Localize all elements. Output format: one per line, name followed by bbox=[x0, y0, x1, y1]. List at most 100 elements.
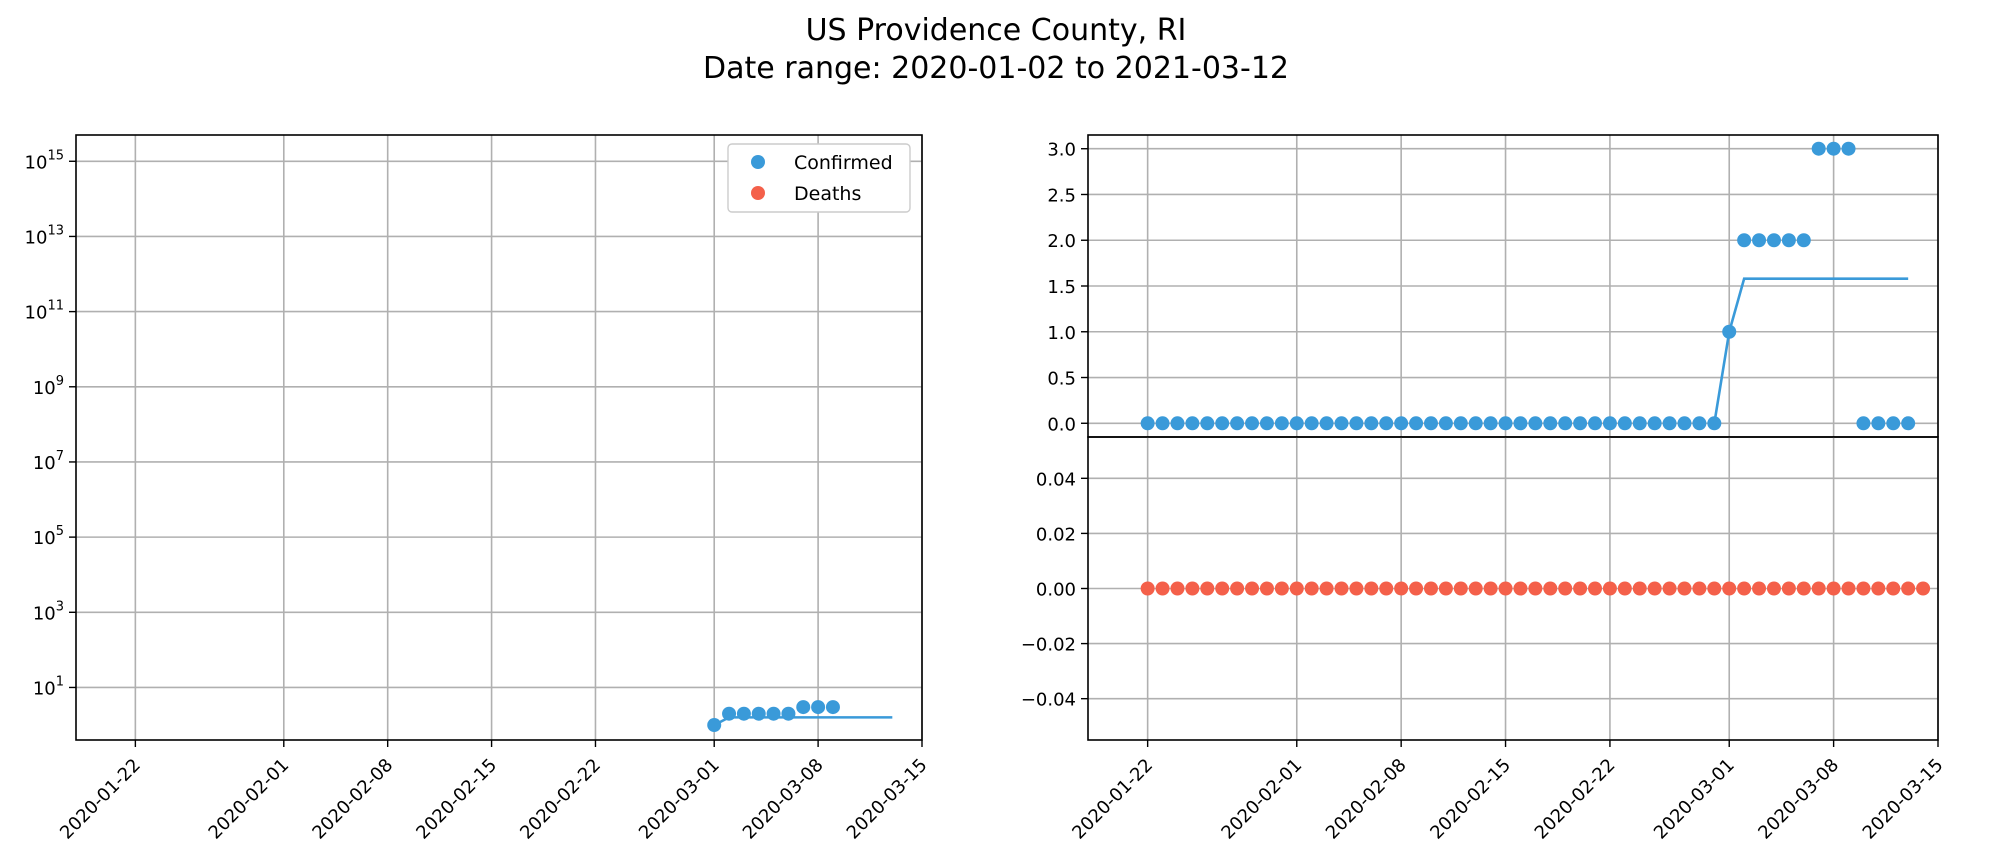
right-bottom-deaths-point bbox=[1200, 581, 1215, 596]
right-bottom-deaths-point bbox=[1766, 581, 1781, 596]
right-bottom-deaths-point bbox=[1528, 581, 1543, 596]
legend-deaths-marker bbox=[751, 186, 765, 200]
right-top-confirmed-point bbox=[1409, 416, 1424, 431]
right-bottom-deaths-point bbox=[1841, 581, 1856, 596]
right-top-confirmed-point bbox=[1185, 416, 1200, 431]
right-bottom-deaths-point bbox=[1170, 581, 1185, 596]
right-bottom-y-tick-label: 0.04 bbox=[1036, 469, 1076, 490]
right-top-confirmed-point bbox=[1871, 416, 1886, 431]
right-bottom-deaths-point bbox=[1781, 581, 1796, 596]
right-top-confirmed-point bbox=[1483, 416, 1498, 431]
right-bottom-deaths-point bbox=[1498, 581, 1513, 596]
right-top-confirmed-point bbox=[1438, 416, 1453, 431]
right-bottom-x-tick-label: 2020-03-08 bbox=[1754, 755, 1843, 844]
right-top-confirmed-point bbox=[1602, 416, 1617, 431]
right-top-confirmed-point bbox=[1692, 416, 1707, 431]
right-top-y-tick-label: 2.5 bbox=[1047, 185, 1076, 206]
right-top-confirmed-point bbox=[1588, 416, 1603, 431]
right-bottom-deaths-point bbox=[1692, 581, 1707, 596]
right-bottom-deaths-point bbox=[1468, 581, 1483, 596]
left-y-tick-label: 101 bbox=[33, 674, 64, 699]
right-bottom-deaths-point bbox=[1423, 581, 1438, 596]
left-panel-log-scale: 1015 1013 1011 109 107 105 103 101 2020-01-22 202… bbox=[25, 134, 932, 844]
right-top-confirmed-point bbox=[1334, 416, 1349, 431]
left-x-tick-label: 2020-02-01 bbox=[205, 755, 294, 844]
left-x-tick-label: 2020-02-22 bbox=[516, 755, 605, 844]
right-bottom-deaths-point bbox=[1677, 581, 1692, 596]
right-bottom-deaths-point bbox=[1349, 581, 1364, 596]
right-top-confirmed-point bbox=[1498, 416, 1513, 431]
left-x-tick-label: 2020-02-08 bbox=[308, 755, 397, 844]
right-bottom-deaths-point bbox=[1752, 581, 1767, 596]
left-confirmed-point bbox=[796, 700, 811, 715]
right-top-confirmed-point bbox=[1796, 233, 1811, 248]
right-bottom-x-tick-label: 2020-03-01 bbox=[1650, 755, 1739, 844]
right-bottom-deaths-point bbox=[1826, 581, 1841, 596]
right-bottom-y-tick-label: −0.04 bbox=[1021, 690, 1076, 711]
left-confirmed-point bbox=[825, 700, 840, 715]
figure-title: US Providence County, RI bbox=[806, 13, 1187, 48]
right-top-y-tick-label: 2.0 bbox=[1047, 231, 1076, 252]
right-top-confirmed-point bbox=[1901, 416, 1916, 431]
left-y-tick-label: 103 bbox=[33, 599, 64, 624]
left-x-tick-label: 2020-03-15 bbox=[843, 755, 932, 844]
left-y-tick-label: 109 bbox=[33, 374, 64, 399]
left-confirmed-point bbox=[811, 700, 826, 715]
right-top-y-tick-label: 0.0 bbox=[1047, 414, 1076, 435]
right-top-confirmed-point bbox=[1200, 416, 1215, 431]
right-bottom-deaths-point bbox=[1543, 581, 1558, 596]
right-bottom-deaths-point bbox=[1573, 581, 1588, 596]
right-top-confirmed-point bbox=[1289, 416, 1304, 431]
right-bottom-deaths-point bbox=[1856, 581, 1871, 596]
right-bottom-deaths-point bbox=[1379, 581, 1394, 596]
right-bottom-deaths-point bbox=[1304, 581, 1319, 596]
right-top-confirmed-point bbox=[1781, 233, 1796, 248]
right-bottom-deaths-point bbox=[1796, 581, 1811, 596]
right-bottom-deaths-point bbox=[1707, 581, 1722, 596]
right-bottom-deaths-point bbox=[1632, 581, 1647, 596]
right-bottom-deaths-point bbox=[1871, 581, 1886, 596]
right-bottom-x-tick-label: 2020-02-22 bbox=[1531, 755, 1620, 844]
left-confirmed-trend-line bbox=[713, 716, 893, 727]
right-top-confirmed-point bbox=[1677, 416, 1692, 431]
right-top-confirmed-point bbox=[1528, 416, 1543, 431]
right-top-confirmed-point bbox=[1215, 416, 1230, 431]
right-bottom-x-tick-label: 2020-02-08 bbox=[1322, 755, 1411, 844]
right-bottom-x-tick-label: 2020-03-15 bbox=[1859, 755, 1948, 844]
right-top-confirmed-point bbox=[1573, 416, 1588, 431]
right-bottom-deaths-point bbox=[1662, 581, 1677, 596]
right-bottom-deaths-point bbox=[1409, 581, 1424, 596]
right-bottom-deaths-point bbox=[1737, 581, 1752, 596]
right-top-confirmed-point bbox=[1274, 416, 1289, 431]
right-bottom-deaths-point bbox=[1647, 581, 1662, 596]
right-top-confirmed-point bbox=[1647, 416, 1662, 431]
right-top-confirmed-point bbox=[1841, 141, 1856, 156]
right-bottom-deaths-point bbox=[1602, 581, 1617, 596]
right-top-confirmed-point bbox=[1364, 416, 1379, 431]
right-bottom-deaths-point bbox=[1364, 581, 1379, 596]
right-top-confirmed-point bbox=[1856, 416, 1871, 431]
right-bottom-deaths-point bbox=[1319, 581, 1334, 596]
right-top-confirmed-point bbox=[1155, 416, 1170, 431]
right-bottom-deaths-point bbox=[1558, 581, 1573, 596]
figure-subtitle: Date range: 2020-01-02 to 2021-03-12 bbox=[703, 51, 1289, 86]
right-top-confirmed-point bbox=[1766, 233, 1781, 248]
right-top-confirmed-point bbox=[1662, 416, 1677, 431]
right-top-confirmed-point bbox=[1230, 416, 1245, 431]
right-bottom-x-tick-label: 2020-02-01 bbox=[1217, 755, 1306, 844]
left-y-tick-label: 1011 bbox=[25, 299, 64, 324]
legend-confirmed-marker bbox=[751, 155, 765, 169]
legend: Confirmed Deaths bbox=[727, 143, 911, 213]
right-top-confirmed-point bbox=[1558, 416, 1573, 431]
right-bottom-deaths-point bbox=[1215, 581, 1230, 596]
right-top-y-tick-label: 1.0 bbox=[1047, 323, 1076, 344]
right-top-confirmed-point bbox=[1170, 416, 1185, 431]
left-x-tick-label: 2020-02-15 bbox=[412, 755, 501, 844]
right-top-confirmed-point bbox=[1140, 416, 1155, 431]
right-bottom-deaths-point bbox=[1722, 581, 1737, 596]
right-top-confirmed-point bbox=[1349, 416, 1364, 431]
right-bottom-deaths-point bbox=[1259, 581, 1274, 596]
right-bottom-deaths-point bbox=[1185, 581, 1200, 596]
left-y-tick-label: 107 bbox=[33, 449, 64, 474]
